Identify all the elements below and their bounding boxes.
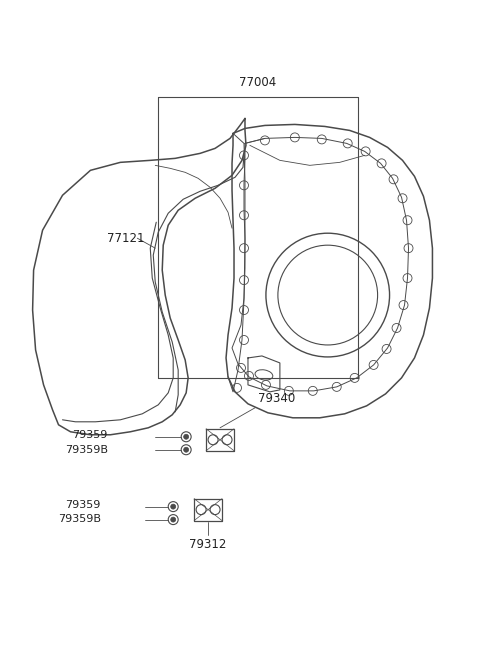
Circle shape	[184, 447, 189, 452]
Circle shape	[171, 504, 176, 509]
Text: 79359B: 79359B	[59, 514, 102, 523]
Text: 79359: 79359	[65, 500, 101, 510]
Text: 79340: 79340	[258, 392, 295, 405]
Circle shape	[171, 517, 176, 522]
Text: 79359B: 79359B	[65, 445, 108, 455]
Text: 77004: 77004	[240, 75, 276, 88]
Text: 77121: 77121	[108, 232, 145, 245]
Text: 79359: 79359	[72, 430, 108, 440]
Text: 79312: 79312	[190, 538, 227, 551]
Circle shape	[184, 434, 189, 440]
